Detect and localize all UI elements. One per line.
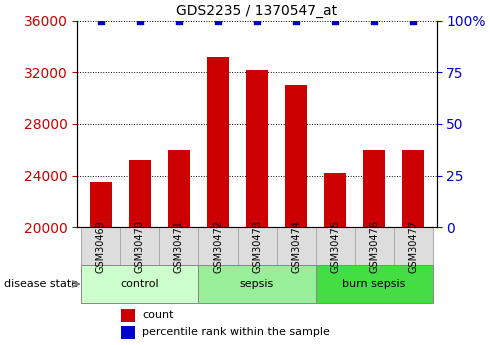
Point [253, 18, 261, 23]
Bar [276, 227, 316, 265]
Bar [355, 227, 393, 265]
Bar [121, 309, 135, 322]
Text: count: count [142, 310, 173, 321]
Bar [198, 227, 238, 265]
Bar [129, 160, 150, 227]
Bar [121, 326, 135, 339]
Point [136, 18, 144, 23]
Text: GSM30472: GSM30472 [213, 220, 223, 273]
Bar [324, 173, 346, 227]
Bar [121, 227, 159, 265]
Text: percentile rank within the sample: percentile rank within the sample [142, 327, 330, 337]
Point [97, 18, 105, 23]
Bar [285, 85, 307, 227]
Bar [168, 150, 190, 227]
Text: GSM30477: GSM30477 [408, 220, 418, 273]
Text: GSM30476: GSM30476 [369, 220, 379, 273]
Point [292, 18, 300, 23]
Bar [238, 227, 276, 265]
Point [214, 18, 222, 23]
Bar [159, 227, 198, 265]
Bar [246, 70, 268, 227]
Text: GSM30471: GSM30471 [174, 220, 184, 273]
Title: GDS2235 / 1370547_at: GDS2235 / 1370547_at [176, 4, 338, 18]
Bar [393, 227, 433, 265]
Text: GSM30473: GSM30473 [252, 220, 262, 273]
Bar [316, 227, 355, 265]
Point [409, 18, 417, 23]
Text: sepsis: sepsis [240, 279, 274, 289]
Point [331, 18, 339, 23]
Text: GSM30469: GSM30469 [96, 220, 106, 273]
Point [370, 18, 378, 23]
Point [175, 18, 183, 23]
Text: burn sepsis: burn sepsis [343, 279, 406, 289]
Bar [316, 265, 433, 303]
Text: GSM30475: GSM30475 [330, 220, 340, 273]
Bar [198, 265, 316, 303]
Bar [402, 150, 424, 227]
Text: disease state: disease state [4, 279, 78, 289]
Text: GSM30474: GSM30474 [291, 220, 301, 273]
Bar [90, 182, 112, 227]
Bar [81, 227, 121, 265]
Text: GSM30470: GSM30470 [135, 220, 145, 273]
Bar [207, 57, 229, 227]
Bar [81, 265, 198, 303]
Text: control: control [121, 279, 159, 289]
Bar [364, 150, 385, 227]
